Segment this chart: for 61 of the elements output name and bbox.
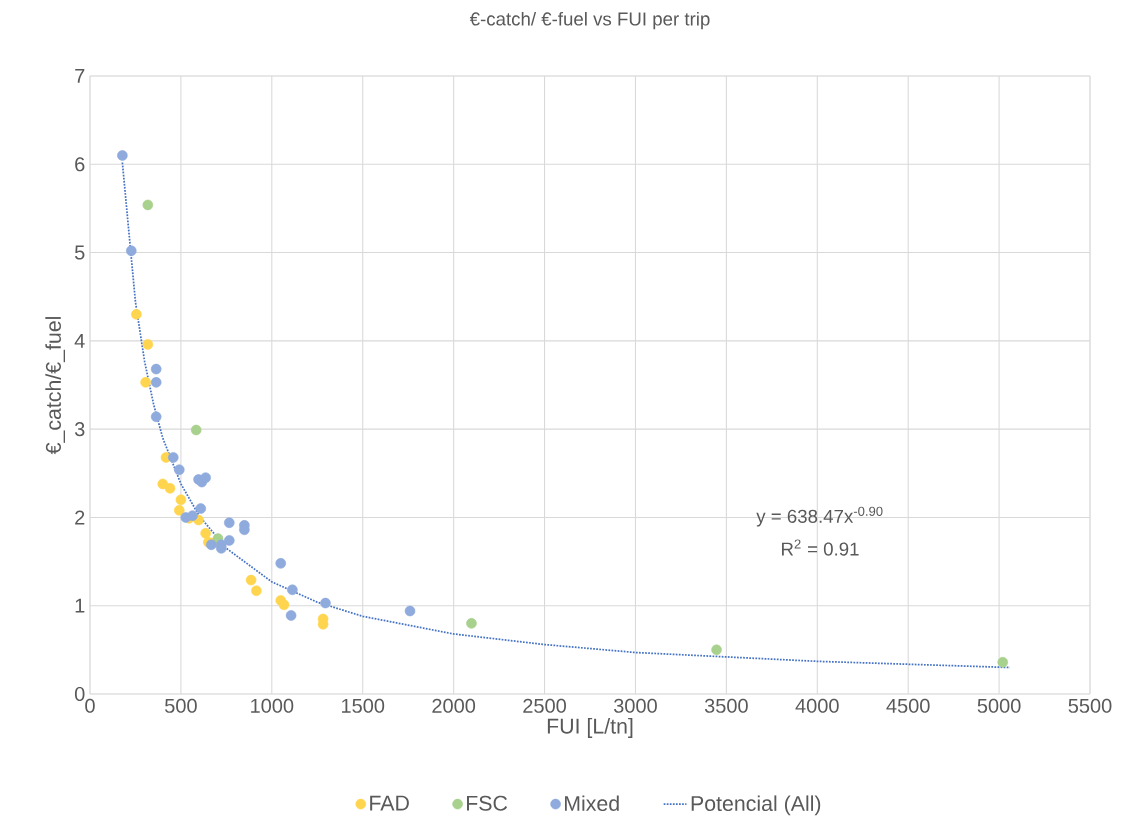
point [142, 339, 154, 350]
point [287, 584, 298, 596]
chart-title: €-catch/ €-fuel vs FUI per trip [469, 11, 710, 30]
point [711, 644, 722, 656]
point [174, 505, 185, 516]
point [175, 494, 187, 506]
point [404, 605, 416, 617]
point [224, 535, 235, 546]
legend-label: Mixed [565, 795, 619, 812]
y-tick-label: 6 [75, 157, 85, 172]
point [997, 656, 1009, 668]
point [187, 510, 198, 521]
point [150, 411, 162, 423]
x-tick-label: 500 [165, 698, 197, 713]
point [117, 150, 128, 161]
y-tick-label: 0 [74, 686, 85, 702]
x-tick-label: 3000 [613, 698, 657, 713]
legend-label: FAD [370, 795, 409, 811]
point [200, 472, 211, 483]
y-tick-label: 7 [75, 69, 85, 83]
point [275, 558, 286, 569]
legend-label: Potencial (All) [691, 795, 821, 816]
point [168, 452, 179, 463]
y-tick-label: 5 [74, 245, 85, 260]
x-tick-label: 0 [85, 698, 95, 713]
point [466, 618, 477, 629]
x-tick-label: 1500 [342, 698, 385, 713]
point [224, 517, 235, 528]
y-tick-label: 3 [74, 422, 85, 437]
x-tick-label: 4500 [886, 698, 930, 713]
point [150, 363, 162, 375]
annotation: y = 638.47x$^{-0.90}$ [756, 506, 883, 527]
point [190, 424, 202, 436]
point [200, 528, 211, 539]
point [126, 245, 137, 257]
x-tick-label: 3500 [704, 698, 748, 713]
x-tick-label: 5500 [1068, 698, 1112, 713]
point [195, 503, 206, 514]
y-tick-label: 4 [74, 333, 85, 348]
point [251, 585, 262, 596]
y-tick-label: 1 [75, 598, 85, 613]
point [164, 483, 176, 494]
legend-label: FSC [467, 795, 508, 811]
x-tick-label: 4000 [795, 698, 839, 713]
y-axis-title: €_catch/€_fuel [45, 317, 66, 455]
x-axis-title: FUI [L/tn] [547, 718, 633, 738]
point [140, 377, 151, 388]
x-tick-label: 2500 [523, 698, 566, 713]
x-tick-label: 5000 [977, 698, 1021, 713]
annotation: R$^{2}$ = 0.91 [782, 539, 859, 556]
x-tick-label: 2000 [432, 698, 476, 713]
point [320, 597, 331, 609]
point [245, 574, 257, 586]
point [174, 464, 185, 476]
y-tick-label: 2 [75, 510, 85, 525]
point [142, 199, 154, 211]
point [285, 610, 297, 621]
point [150, 377, 162, 388]
point [278, 599, 290, 611]
x-tick-label: 1000 [251, 698, 294, 713]
point [131, 309, 142, 320]
